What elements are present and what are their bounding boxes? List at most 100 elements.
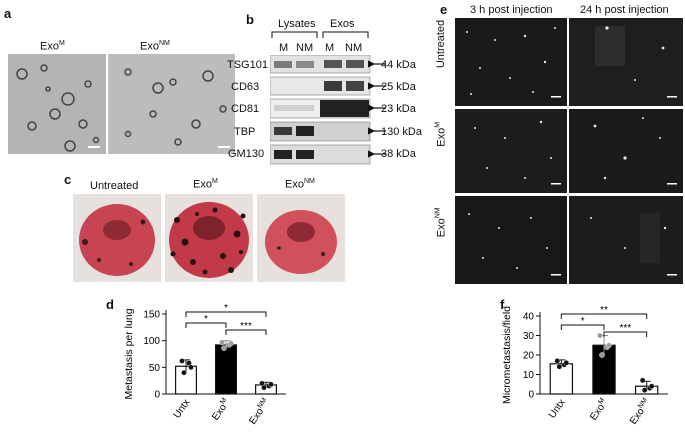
point-1-2 bbox=[599, 352, 605, 358]
lane-label-4: NM bbox=[345, 42, 363, 54]
group-lysates: Lysates bbox=[278, 18, 316, 30]
blot-size-cd81: 23 kDa bbox=[381, 103, 416, 115]
blot-row-tsg101 bbox=[270, 55, 371, 74]
em-image-exom bbox=[8, 54, 106, 154]
blot-row-gm130 bbox=[270, 144, 371, 165]
blot-size-cd63: 25 kDa bbox=[381, 81, 416, 93]
lane-label-2: NM bbox=[296, 42, 314, 54]
point-0-2 bbox=[181, 369, 187, 376]
x-tick-label-2: ExoNM bbox=[246, 397, 272, 427]
significance-bracket-0 bbox=[185, 311, 267, 317]
y-axis-label: Metastasis per lung bbox=[123, 308, 135, 399]
scale-bar-a1 bbox=[88, 146, 100, 148]
col-3h-label: 3 h post injection bbox=[470, 4, 553, 16]
blot-protein-cd81: CD81 bbox=[231, 103, 260, 115]
fluor-scale-bars bbox=[551, 96, 677, 276]
panel-c-title-untreated: Untreated bbox=[90, 180, 138, 192]
bar-1 bbox=[214, 344, 237, 395]
significance-bracket-2 bbox=[603, 331, 648, 337]
x-tick-label-2: ExoNM bbox=[627, 397, 653, 427]
blot-size-tbp: 130 kDa bbox=[381, 126, 422, 138]
blot-protein-cd63: CD63 bbox=[231, 81, 260, 93]
panel-a-title-exonm: ExoNM bbox=[140, 40, 170, 53]
point-2-2 bbox=[641, 387, 648, 393]
y-tick-label-3: 150 bbox=[143, 310, 160, 321]
x-tick-label-1: ExoM bbox=[209, 397, 232, 423]
panel-a-micrographs bbox=[8, 54, 235, 154]
point-1-0 bbox=[597, 332, 603, 339]
row-label-3-sup: NM bbox=[434, 207, 442, 219]
em-image-exonm bbox=[108, 54, 235, 154]
point-0-2 bbox=[556, 363, 563, 370]
lung-exom bbox=[169, 202, 249, 278]
y-tick-label-2: 20 bbox=[523, 351, 535, 362]
panel-a-title-1-base: Exo bbox=[40, 40, 59, 53]
point-1-0 bbox=[219, 339, 225, 346]
western-blot bbox=[270, 55, 386, 165]
blot-row-cd81 bbox=[270, 98, 371, 119]
panel-c-label: c bbox=[64, 172, 72, 187]
significance-label-2: *** bbox=[619, 323, 631, 334]
point-1-2 bbox=[221, 345, 227, 351]
significance-label-1: * bbox=[581, 316, 585, 327]
lung-exonm bbox=[265, 210, 337, 274]
significance-label-1: * bbox=[204, 314, 208, 325]
fluor-row-untreated bbox=[455, 18, 683, 106]
point-0-0 bbox=[554, 358, 561, 364]
row-label-untreated: Untreated bbox=[435, 14, 447, 74]
blot-row-tbp bbox=[270, 121, 371, 142]
point-0-3 bbox=[188, 364, 194, 371]
lane-label-3: M bbox=[325, 42, 335, 54]
panel-d-label: d bbox=[106, 297, 114, 312]
lung-photographs bbox=[73, 194, 345, 282]
point-1-3 bbox=[228, 340, 234, 347]
significance-bracket-2 bbox=[225, 329, 267, 335]
x-tick-label-0: Untx bbox=[172, 397, 193, 420]
lung-untreated bbox=[79, 204, 155, 276]
y-tick-label-2: 100 bbox=[143, 336, 160, 347]
fluor-row-exom bbox=[455, 109, 683, 193]
fluor-spots bbox=[466, 26, 667, 269]
lane-label-1: M bbox=[279, 42, 289, 54]
panel-c-title-1-base: Untreated bbox=[90, 180, 139, 192]
panel-c-title-3-sup: NM bbox=[303, 178, 315, 185]
significance-label-0: * bbox=[224, 303, 228, 314]
panel-e-label: e bbox=[440, 2, 448, 17]
point-0-0 bbox=[179, 358, 185, 364]
significance-label-2: *** bbox=[240, 321, 252, 332]
x-tick-label-1: ExoM bbox=[587, 397, 610, 423]
y-tick-label-1: 50 bbox=[149, 363, 161, 374]
y-tick-label-0: 0 bbox=[528, 390, 534, 401]
significance-bracket-1 bbox=[560, 324, 605, 330]
significance-label-0: ** bbox=[600, 305, 608, 316]
row-label-1-base: Untreated bbox=[435, 19, 447, 69]
panel-b-label: b bbox=[246, 12, 254, 27]
em-vesicles-exom bbox=[16, 64, 100, 152]
fluor-row-exonm bbox=[455, 196, 683, 284]
panel-f-label: f bbox=[500, 297, 505, 312]
x-tick-label-0: Untx bbox=[547, 397, 568, 420]
y-axis-label: Micrometastasis/field bbox=[501, 306, 513, 404]
point-1-3 bbox=[606, 342, 612, 349]
chart-d: Metastasis per lung 0 50 100 150 Untx ExoM ExoN… bbox=[123, 303, 286, 427]
blot-protein-gm130: GM130 bbox=[228, 148, 265, 160]
col-24h-label: 24 h post injection bbox=[580, 4, 669, 16]
panel-a-title-1-sup: M bbox=[58, 40, 65, 47]
panel-a-label: a bbox=[4, 6, 12, 21]
em-vesicles-exonm bbox=[124, 68, 227, 146]
blot-row-cd63 bbox=[270, 76, 371, 96]
blot-arrows bbox=[368, 60, 386, 158]
point-0-3 bbox=[563, 360, 570, 366]
y-tick-label-0: 0 bbox=[154, 390, 160, 401]
row-label-2-sup: M bbox=[434, 121, 442, 128]
panel-c-title-exom: ExoM bbox=[193, 178, 218, 191]
group-exos: Exos bbox=[330, 18, 355, 30]
panel-c-title-2-base: Exo bbox=[193, 178, 212, 191]
panel-c-title-2-sup: M bbox=[211, 178, 218, 185]
panel-a-title-exom: ExoM bbox=[40, 40, 65, 53]
panel-a-title-2-sup: NM bbox=[158, 40, 170, 47]
panel-a-title-2-base: Exo bbox=[140, 40, 159, 53]
significance-bracket-1 bbox=[185, 322, 227, 328]
y-tick-label-1: 10 bbox=[523, 370, 535, 381]
panel-e-fluorescence-grid bbox=[455, 18, 683, 284]
